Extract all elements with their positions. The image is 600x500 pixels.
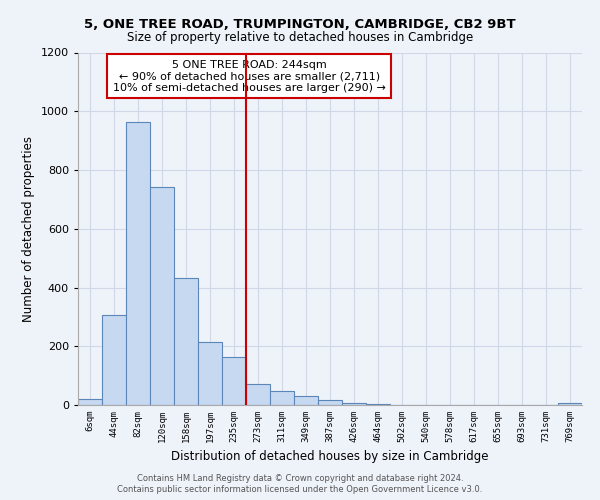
Y-axis label: Number of detached properties: Number of detached properties — [22, 136, 35, 322]
Bar — [366, 404, 390, 405]
Bar — [78, 399, 102, 405]
Bar — [558, 403, 582, 405]
Bar — [222, 357, 246, 405]
Bar — [102, 314, 126, 405]
Title: 5, ONE TREE ROAD, TRUMPINGTON, CAMBRIDGE, CB2 9BT
Size of property relative to d: 5, ONE TREE ROAD, TRUMPINGTON, CAMBRIDGE… — [0, 499, 1, 500]
Bar — [126, 122, 150, 405]
Text: Contains HM Land Registry data © Crown copyright and database right 2024.
Contai: Contains HM Land Registry data © Crown c… — [118, 474, 482, 494]
Bar — [318, 400, 342, 405]
Bar — [174, 278, 198, 405]
Bar — [342, 402, 366, 405]
X-axis label: Distribution of detached houses by size in Cambridge: Distribution of detached houses by size … — [171, 450, 489, 464]
Bar — [150, 186, 174, 405]
Text: 5, ONE TREE ROAD, TRUMPINGTON, CAMBRIDGE, CB2 9BT: 5, ONE TREE ROAD, TRUMPINGTON, CAMBRIDGE… — [84, 18, 516, 30]
Bar — [294, 396, 318, 405]
Bar — [198, 342, 222, 405]
Text: Size of property relative to detached houses in Cambridge: Size of property relative to detached ho… — [127, 31, 473, 44]
Bar — [246, 384, 270, 405]
Bar — [270, 391, 294, 405]
Text: 5 ONE TREE ROAD: 244sqm
← 90% of detached houses are smaller (2,711)
10% of semi: 5 ONE TREE ROAD: 244sqm ← 90% of detache… — [113, 60, 386, 93]
